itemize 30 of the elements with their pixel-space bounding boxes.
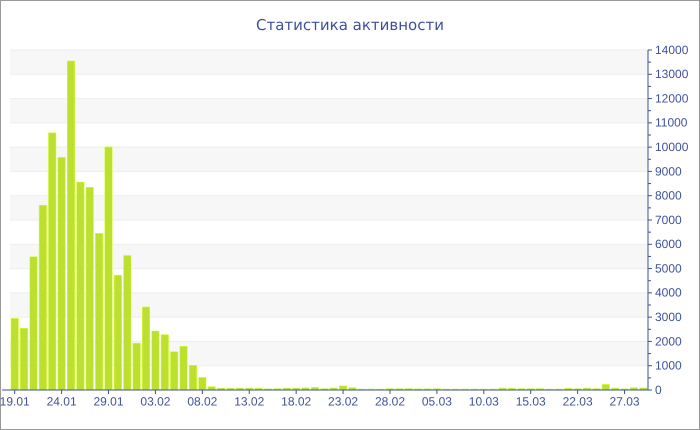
y-tick-label: 11000 xyxy=(655,116,688,130)
y-tick-label: 6000 xyxy=(655,237,682,252)
y-tick-label: 10000 xyxy=(655,140,689,154)
x-tick-label: 18.02 xyxy=(281,394,312,409)
y-tick-label: 13000 xyxy=(655,67,689,82)
y-tick-label: 3000 xyxy=(655,310,682,324)
y-tick-label: 7000 xyxy=(655,212,682,227)
y-tick-label: 5000 xyxy=(655,261,682,276)
y-tick-label: 14000 xyxy=(655,42,689,57)
x-tick-label: 27.03 xyxy=(610,394,640,409)
y-tick-label: 9000 xyxy=(655,164,682,178)
y-tick-label: 1000 xyxy=(655,358,682,373)
x-tick-label: 22.03 xyxy=(562,394,593,409)
x-tick-label: 05.03 xyxy=(422,394,452,409)
x-tick-label: 10.03 xyxy=(468,394,500,409)
y-tick-label: 0 xyxy=(655,382,662,397)
y-tick-label: 4000 xyxy=(655,286,682,300)
x-tick-label: 03.02 xyxy=(140,394,171,409)
y-tick-label: 2000 xyxy=(655,334,682,348)
y-tick-label: 12000 xyxy=(655,91,689,106)
x-tick-label: 24.01 xyxy=(46,394,77,409)
y-tick-label: 8000 xyxy=(655,188,682,203)
x-tick-label: 19.01 xyxy=(0,394,30,409)
x-tick-label: 29.01 xyxy=(94,394,124,409)
x-tick-label: 28.02 xyxy=(374,394,406,409)
x-tick-label: 08.02 xyxy=(187,394,218,409)
x-tick-label: 13.02 xyxy=(234,394,265,409)
x-tick-label: 23.02 xyxy=(328,394,358,409)
chart-title: Статистика активности xyxy=(256,16,444,34)
x-tick-label: 15.03 xyxy=(516,394,546,409)
